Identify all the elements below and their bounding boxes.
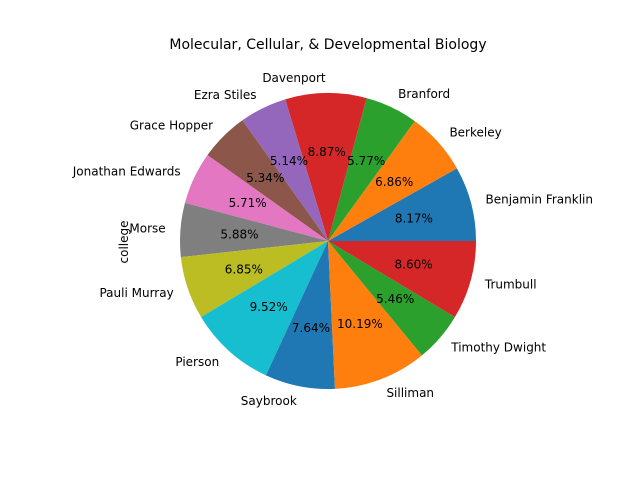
percent-label-jonathan-edwards: 5.71% [229, 196, 267, 210]
category-labels: Benjamin Franklin Berkeley Branford Davenpo… [72, 71, 593, 408]
pie-slice-branford [328, 98, 415, 242]
category-label-timothy-dwight: Timothy Dwight [450, 340, 546, 354]
percent-label-morse: 5.88% [220, 227, 258, 241]
pie-slice-benjamin-franklin [328, 168, 476, 241]
category-label-branford: Branford [398, 87, 450, 101]
pie-slice-jonathan-edwards [184, 155, 328, 241]
pie-slice-grace-hopper [207, 120, 328, 241]
pie-slice-trumbull [328, 241, 476, 318]
percent-label-ezra-stiles: 5.14% [270, 154, 308, 168]
category-label-jonathan-edwards: Jonathan Edwards [72, 165, 181, 179]
category-label-morse: Morse [129, 222, 165, 236]
category-label-silliman: Silliman [386, 386, 434, 400]
pie-slice-timothy-dwight [328, 241, 455, 356]
percent-label-branford: 5.77% [347, 154, 385, 168]
pie-slice-pauli-murray [180, 241, 328, 318]
pie-slice-berkeley [328, 121, 457, 241]
category-label-berkeley: Berkeley [449, 126, 501, 140]
percent-label-trumbull: 8.60% [395, 258, 433, 272]
pie-slice-silliman [328, 241, 422, 389]
percent-label-berkeley: 6.86% [375, 175, 413, 189]
pie-slice-pierson [201, 241, 328, 376]
percent-labels: 8.17% 6.86% 5.77%8.87%5.14% 5.34% 5.71% 5.88%… [220, 145, 433, 335]
category-label-ezra-stiles: Ezra Stiles [194, 88, 257, 102]
percent-label-davenport: 8.87% [308, 145, 346, 159]
pie-slice-ezra-stiles [242, 99, 328, 241]
pie-slice-davenport [285, 93, 367, 242]
category-label-saybrook: Saybrook [241, 394, 297, 408]
pie-slice-morse [179, 202, 328, 258]
percent-label-pauli-murray: 6.85% [225, 262, 263, 276]
percent-label-silliman: 10.19% [337, 317, 383, 331]
pie-slices [179, 93, 476, 390]
percent-label-grace-hopper: 5.34% [246, 171, 284, 185]
category-label-pierson: Pierson [175, 355, 219, 369]
y-axis-label: college [117, 221, 131, 264]
chart-title: Molecular, Cellular, & Developmental Bio… [169, 37, 486, 53]
percent-label-benjamin-franklin: 8.17% [395, 211, 433, 225]
percent-label-saybrook: 7.64% [292, 321, 330, 335]
category-label-pauli-murray: Pauli Murray [99, 286, 173, 300]
pie-slice-saybrook [265, 241, 335, 390]
percent-label-timothy-dwight: 5.46% [376, 292, 414, 306]
category-label-davenport: Davenport [262, 71, 326, 85]
category-label-grace-hopper: Grace Hopper [130, 119, 213, 133]
percent-label-pierson: 9.52% [250, 300, 288, 314]
category-label-benjamin-franklin: Benjamin Franklin [485, 193, 592, 207]
category-label-trumbull: Trumbull [484, 277, 537, 291]
